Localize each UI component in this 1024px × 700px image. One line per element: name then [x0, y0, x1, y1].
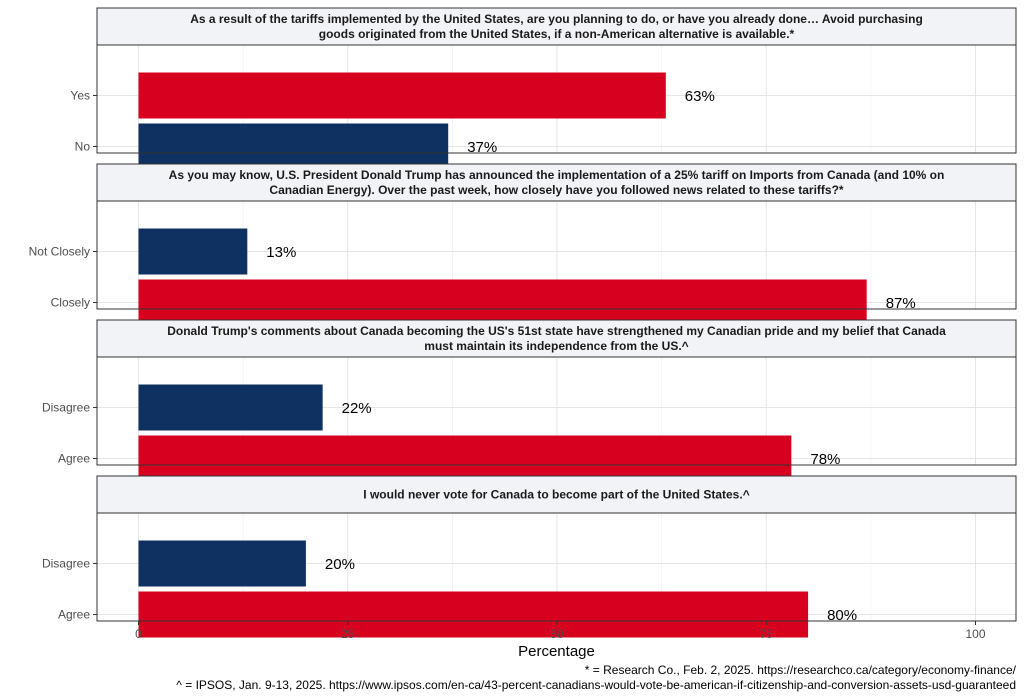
bar-closely: [138, 279, 867, 326]
bar-agree: [138, 591, 809, 638]
facet-panel: I would never vote for Canada to become …: [42, 475, 1017, 638]
facet-title-line: Canadian Energy). Over the past week, ho…: [269, 183, 843, 197]
facet-title-line: Donald Trump's comments about Canada bec…: [167, 324, 946, 338]
bar-agree: [138, 435, 792, 482]
panel-border: [96, 44, 1017, 154]
bar-disagree: [138, 384, 323, 431]
facet-title-line: As a result of the tariffs implemented b…: [190, 12, 923, 26]
x-tick-label: 50: [550, 627, 564, 641]
facet-panel: As a result of the tariffs implemented b…: [70, 7, 1017, 170]
x-axis-title: Percentage: [518, 643, 595, 660]
category-label: Disagree: [42, 401, 90, 415]
category-label: Agree: [58, 608, 90, 622]
facet-title-line: I would never vote for Canada to become …: [363, 488, 749, 502]
data-label: 87%: [886, 295, 916, 312]
data-label: 37%: [467, 139, 497, 156]
x-tick-label: 0: [135, 627, 142, 641]
category-label: Yes: [70, 89, 90, 103]
facet-strip: [96, 7, 1017, 46]
category-label: Disagree: [42, 557, 90, 571]
data-label: 80%: [827, 607, 857, 624]
caption-ipsos: ^ = IPSOS, Jan. 9-13, 2025. https://www.…: [176, 678, 1016, 692]
x-tick-label: 25: [341, 627, 355, 641]
data-label: 78%: [810, 451, 840, 468]
panel-border: [96, 356, 1017, 466]
x-tick-label: 75: [760, 627, 774, 641]
x-tick-label: 100: [965, 627, 985, 641]
facet-panel: As you may know, U.S. President Donald T…: [29, 163, 1017, 326]
facet-panel: Donald Trump's comments about Canada bec…: [42, 319, 1017, 482]
category-label: Agree: [58, 452, 90, 466]
data-label: 22%: [342, 400, 372, 417]
facet-title-line: must maintain its independence from the …: [424, 339, 688, 353]
data-label: 13%: [266, 244, 296, 261]
bar-not-closely: [138, 228, 248, 275]
category-label: Closely: [51, 296, 90, 310]
category-label: No: [75, 140, 91, 154]
panel-border: [96, 200, 1017, 310]
caption-research-co: * = Research Co., Feb. 2, 2025. https://…: [584, 663, 1016, 677]
bar-disagree: [138, 540, 306, 587]
facet-strip: [96, 475, 1017, 514]
data-label: 63%: [685, 88, 715, 105]
bar-yes: [138, 72, 666, 119]
data-label: 20%: [325, 556, 355, 573]
facet-strip: [96, 319, 1017, 358]
facet-strip: [96, 163, 1017, 202]
category-label: Not Closely: [29, 245, 90, 259]
facet-title-line: goods originated from the United States,…: [319, 27, 795, 41]
facet-title-line: As you may know, U.S. President Donald T…: [169, 168, 945, 182]
bar-no: [138, 123, 449, 170]
